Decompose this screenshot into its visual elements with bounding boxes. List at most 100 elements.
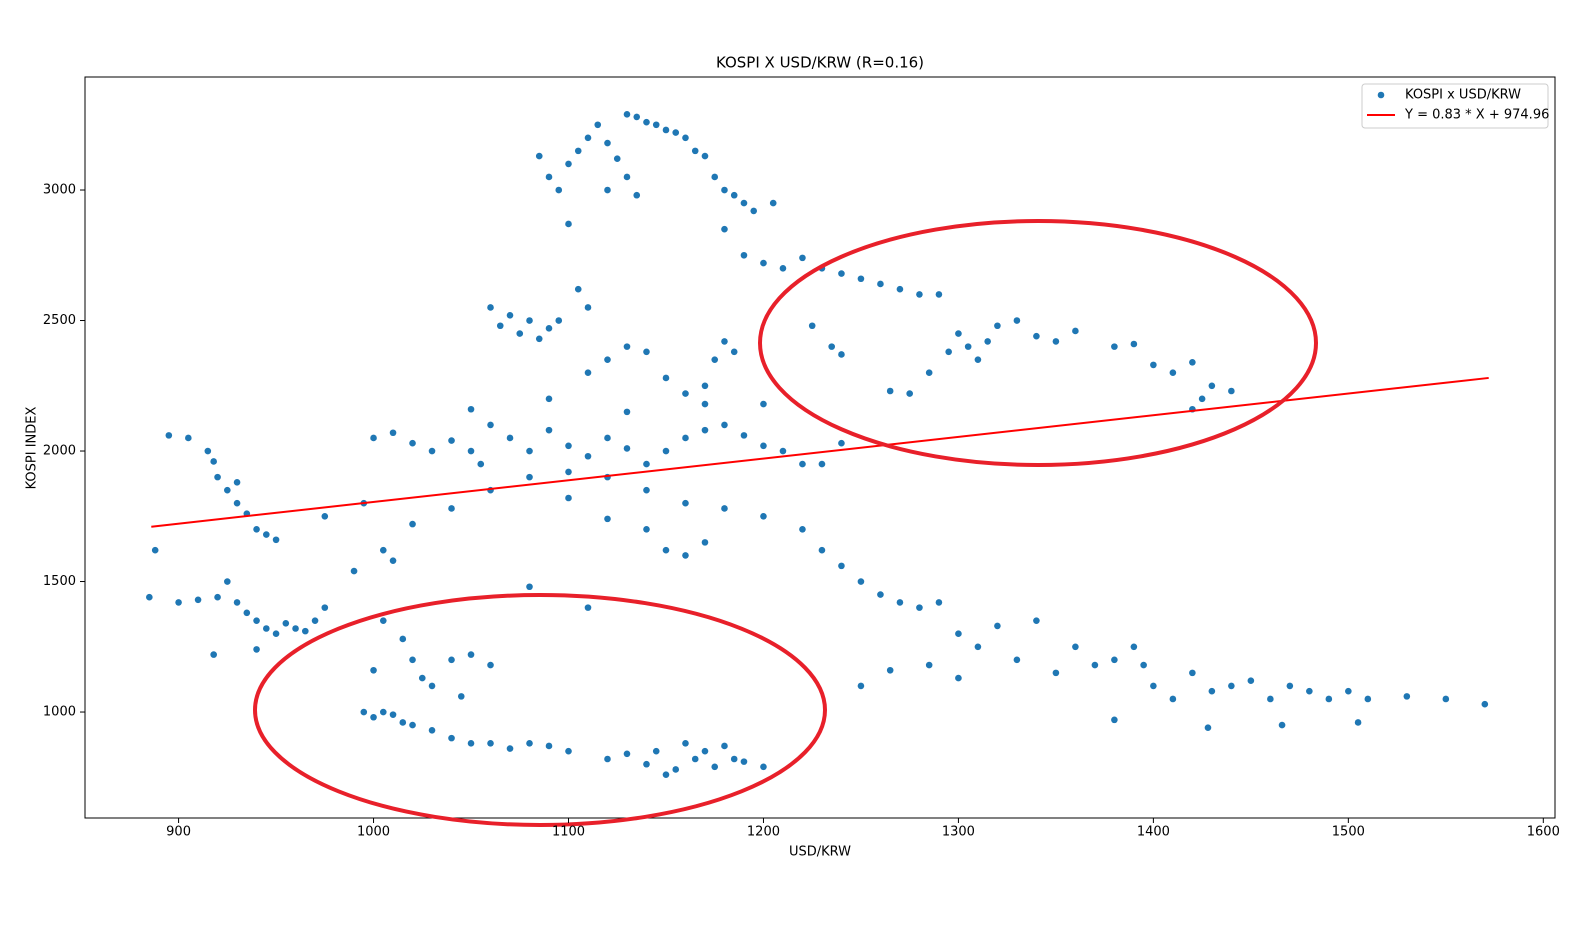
scatter-point bbox=[730, 755, 738, 763]
scatter-point bbox=[604, 186, 611, 194]
scatter-point bbox=[1354, 719, 1362, 726]
y-tick-label: 1500 bbox=[43, 574, 76, 589]
scatter-point bbox=[282, 619, 290, 627]
scatter-point bbox=[1052, 338, 1060, 345]
scatter-point bbox=[740, 251, 748, 259]
scatter-point bbox=[779, 447, 787, 455]
scatter-point bbox=[409, 656, 416, 664]
scatter-point bbox=[1072, 643, 1079, 651]
scatter-point bbox=[818, 460, 826, 468]
scatter-point bbox=[984, 338, 991, 345]
scatter-point bbox=[721, 742, 728, 750]
scatter-point bbox=[701, 426, 709, 434]
scatter-point bbox=[633, 191, 641, 199]
scatter-point bbox=[487, 304, 494, 311]
scatter-point bbox=[643, 348, 650, 356]
scatter-point bbox=[321, 604, 329, 611]
scatter-point bbox=[448, 437, 455, 444]
scatter-point bbox=[721, 338, 728, 345]
scatter-point bbox=[1345, 687, 1352, 695]
y-tick-label: 2500 bbox=[43, 313, 76, 328]
scatter-point bbox=[467, 740, 475, 747]
scatter-point bbox=[467, 651, 475, 658]
scatter-point bbox=[701, 539, 709, 546]
plot-frame bbox=[84, 76, 1556, 819]
scatter-point bbox=[584, 369, 592, 377]
scatter-point bbox=[526, 740, 533, 747]
scatter-point bbox=[1198, 395, 1206, 403]
plot-area bbox=[146, 111, 1489, 778]
y-axis-label: KOSPI INDEX bbox=[25, 407, 40, 490]
scatter-point bbox=[350, 567, 358, 575]
legend-label: KOSPI x USD/KRW bbox=[1405, 88, 1521, 103]
scatter-point bbox=[292, 625, 299, 632]
scatter-point bbox=[253, 646, 260, 653]
scatter-point bbox=[604, 434, 611, 442]
scatter-point bbox=[711, 763, 719, 771]
scatter-point bbox=[838, 351, 845, 358]
scatter-point bbox=[506, 745, 514, 752]
scatter-point bbox=[623, 343, 631, 350]
scatter-point bbox=[477, 460, 485, 468]
scatter-point bbox=[1169, 695, 1177, 703]
scatter-point bbox=[652, 747, 660, 755]
scatter-point bbox=[760, 442, 767, 450]
scatter-point bbox=[487, 740, 494, 747]
scatter-point bbox=[516, 330, 524, 337]
legend-box bbox=[1361, 83, 1549, 129]
scatter-point bbox=[721, 421, 728, 429]
scatter-point bbox=[604, 755, 611, 763]
scatter-point bbox=[545, 173, 553, 181]
scatter-point bbox=[740, 199, 748, 207]
scatter-point bbox=[1208, 687, 1216, 695]
scatter-point bbox=[272, 536, 280, 544]
scatter-point bbox=[740, 758, 748, 765]
scatter-point bbox=[526, 583, 533, 591]
scatter-point bbox=[1140, 661, 1147, 669]
scatter-point bbox=[916, 291, 923, 298]
scatter-point bbox=[1278, 721, 1286, 729]
scatter-point bbox=[389, 557, 397, 564]
scatter-point bbox=[574, 285, 582, 293]
scatter-point bbox=[467, 405, 475, 413]
annotation-ellipse bbox=[758, 219, 1318, 467]
scatter-point bbox=[1267, 695, 1274, 703]
scatter-point bbox=[243, 609, 251, 617]
scatter-point bbox=[760, 400, 767, 408]
scatter-point bbox=[682, 390, 689, 397]
scatter-point bbox=[545, 426, 553, 434]
y-tick-label: 3000 bbox=[43, 183, 76, 198]
scatter-point bbox=[565, 160, 572, 168]
scatter-point bbox=[253, 617, 260, 624]
y-tick-label: 2000 bbox=[43, 444, 76, 459]
scatter-point bbox=[672, 766, 680, 773]
scatter-point bbox=[838, 562, 845, 570]
scatter-point bbox=[1228, 387, 1235, 395]
x-tick-label: 1400 bbox=[1137, 825, 1170, 840]
scatter-point bbox=[253, 526, 260, 533]
scatter-point bbox=[185, 434, 192, 442]
scatter-point bbox=[1286, 682, 1294, 690]
scatter-point bbox=[955, 674, 962, 682]
scatter-point bbox=[730, 348, 738, 356]
scatter-point bbox=[1189, 358, 1196, 366]
scatter-point bbox=[994, 322, 1001, 330]
scatter-point bbox=[360, 708, 368, 716]
scatter-point bbox=[682, 740, 689, 747]
scatter-point bbox=[1052, 669, 1060, 677]
scatter-point bbox=[945, 348, 952, 356]
scatter-point bbox=[428, 682, 436, 690]
scatter-point bbox=[760, 259, 767, 267]
scatter-point bbox=[623, 111, 631, 118]
scatter-point bbox=[263, 625, 270, 632]
scatter-point bbox=[1442, 695, 1450, 703]
scatter-point bbox=[233, 479, 241, 486]
scatter-point bbox=[526, 447, 533, 455]
scatter-point bbox=[1013, 317, 1021, 324]
scatter-point bbox=[643, 118, 650, 126]
scatter-point bbox=[555, 317, 563, 324]
scatter-point bbox=[506, 311, 514, 319]
scatter-point bbox=[487, 661, 494, 669]
scatter-point bbox=[1130, 340, 1138, 348]
scatter-point bbox=[1364, 695, 1372, 703]
